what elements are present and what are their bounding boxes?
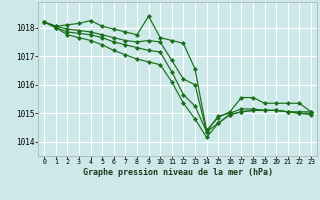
X-axis label: Graphe pression niveau de la mer (hPa): Graphe pression niveau de la mer (hPa) [83,168,273,177]
